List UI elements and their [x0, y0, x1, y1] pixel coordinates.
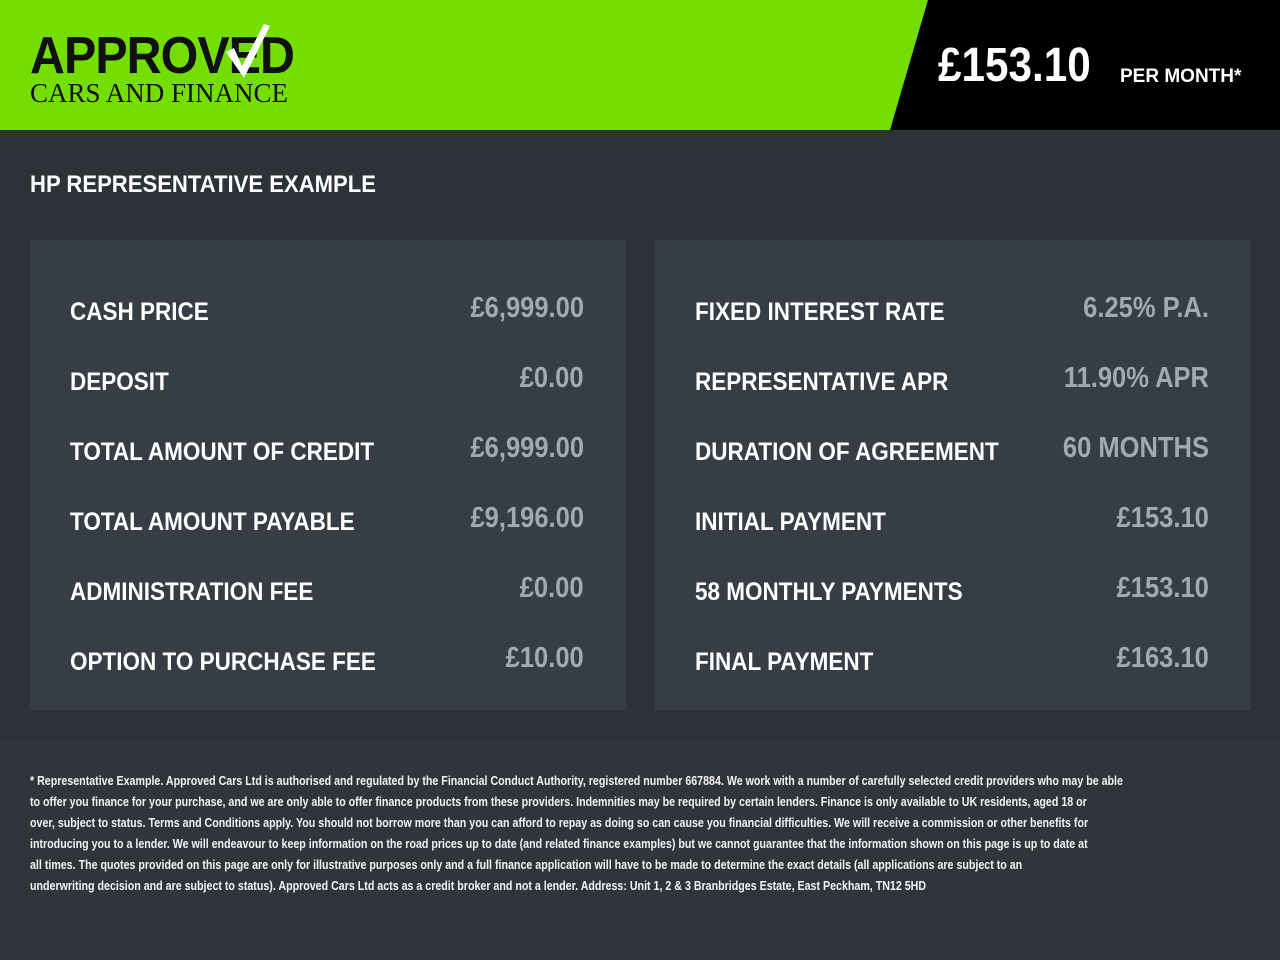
section-title: HP REPRESENTATIVE EXAMPLE — [30, 171, 376, 198]
finance-row: FIXED INTEREST RATE 6.25% P.A. — [695, 292, 1209, 332]
finance-panel-left: CASH PRICE £6,999.00 DEPOSIT £0.00 TOTAL AMO… — [30, 240, 626, 710]
row-label: OPTION TO PURCHASE FEE — [70, 648, 376, 676]
row-value: £0.00 — [520, 362, 584, 394]
row-value: £6,999.00 — [470, 432, 584, 464]
disclaimer-line: underwriting decision and are subject to… — [30, 878, 927, 893]
row-label: FIXED INTEREST RATE — [695, 298, 945, 326]
finance-row: TOTAL AMOUNT OF CREDIT £6,999.00 — [70, 432, 584, 472]
row-value: £10.00 — [505, 642, 584, 674]
row-value: £0.00 — [520, 572, 584, 604]
finance-row: DURATION OF AGREEMENT 60 MONTHS — [695, 432, 1209, 472]
disclaimer-line: all times. The quotes provided on this p… — [30, 857, 1023, 872]
logo-tagline: CARS AND FINANCE — [30, 78, 289, 108]
row-label: FINAL PAYMENT — [695, 648, 874, 676]
row-value: £153.10 — [1116, 502, 1209, 534]
finance-row: FINAL PAYMENT £163.10 — [695, 642, 1209, 682]
disclaimer-footer: * Representative Example. Approved Cars … — [0, 740, 1280, 960]
disclaimer-line: introducing you to a lender. We will end… — [30, 836, 1088, 851]
row-value: £6,999.00 — [470, 292, 584, 324]
finance-row: OPTION TO PURCHASE FEE £10.00 — [70, 642, 584, 682]
disclaimer-line: over, subject to status. Terms and Condi… — [30, 815, 1089, 830]
row-value: £163.10 — [1116, 642, 1209, 674]
finance-row: TOTAL AMOUNT PAYABLE £9,196.00 — [70, 502, 584, 542]
row-value: 6.25% P.A. — [1083, 292, 1209, 324]
row-label: DEPOSIT — [70, 368, 169, 396]
finance-row: 58 MONTHLY PAYMENTS £153.10 — [695, 572, 1209, 612]
header: APPROVED CARS AND FINANCE £153.10 PER MO… — [0, 0, 1280, 130]
disclaimer-text: * Representative Example. Approved Cars … — [30, 770, 1280, 896]
row-label: CASH PRICE — [70, 298, 209, 326]
finance-row: INITIAL PAYMENT £153.10 — [695, 502, 1209, 542]
checkmark-icon — [226, 24, 270, 78]
row-label: REPRESENTATIVE APR — [695, 368, 949, 396]
row-label: TOTAL AMOUNT PAYABLE — [70, 508, 355, 536]
disclaimer-line: to offer you finance for your purchase, … — [30, 794, 1087, 809]
per-month-label: PER MONTH* — [1120, 66, 1242, 87]
row-label: ADMINISTRATION FEE — [70, 578, 314, 606]
finance-row: DEPOSIT £0.00 — [70, 362, 584, 402]
disclaimer-line: * Representative Example. Approved Cars … — [30, 773, 1123, 788]
row-label: DURATION OF AGREEMENT — [695, 438, 999, 466]
row-value: 60 MONTHS — [1062, 432, 1209, 464]
finance-panel-right: FIXED INTEREST RATE 6.25% P.A. REPRESENTAT… — [655, 240, 1251, 710]
logo[interactable]: APPROVED CARS AND FINANCE — [30, 22, 340, 112]
finance-row: ADMINISTRATION FEE £0.00 — [70, 572, 584, 612]
row-label: INITIAL PAYMENT — [695, 508, 886, 536]
monthly-price: £153.10 — [938, 39, 1091, 92]
row-label: TOTAL AMOUNT OF CREDIT — [70, 438, 375, 466]
row-value: £9,196.00 — [470, 502, 584, 534]
row-value: 11.90% APR — [1063, 362, 1209, 394]
row-value: £153.10 — [1116, 572, 1209, 604]
row-label: 58 MONTHLY PAYMENTS — [695, 578, 963, 606]
finance-row: CASH PRICE £6,999.00 — [70, 292, 584, 332]
brand-banner — [0, 0, 928, 130]
finance-row: REPRESENTATIVE APR 11.90% APR — [695, 362, 1209, 402]
